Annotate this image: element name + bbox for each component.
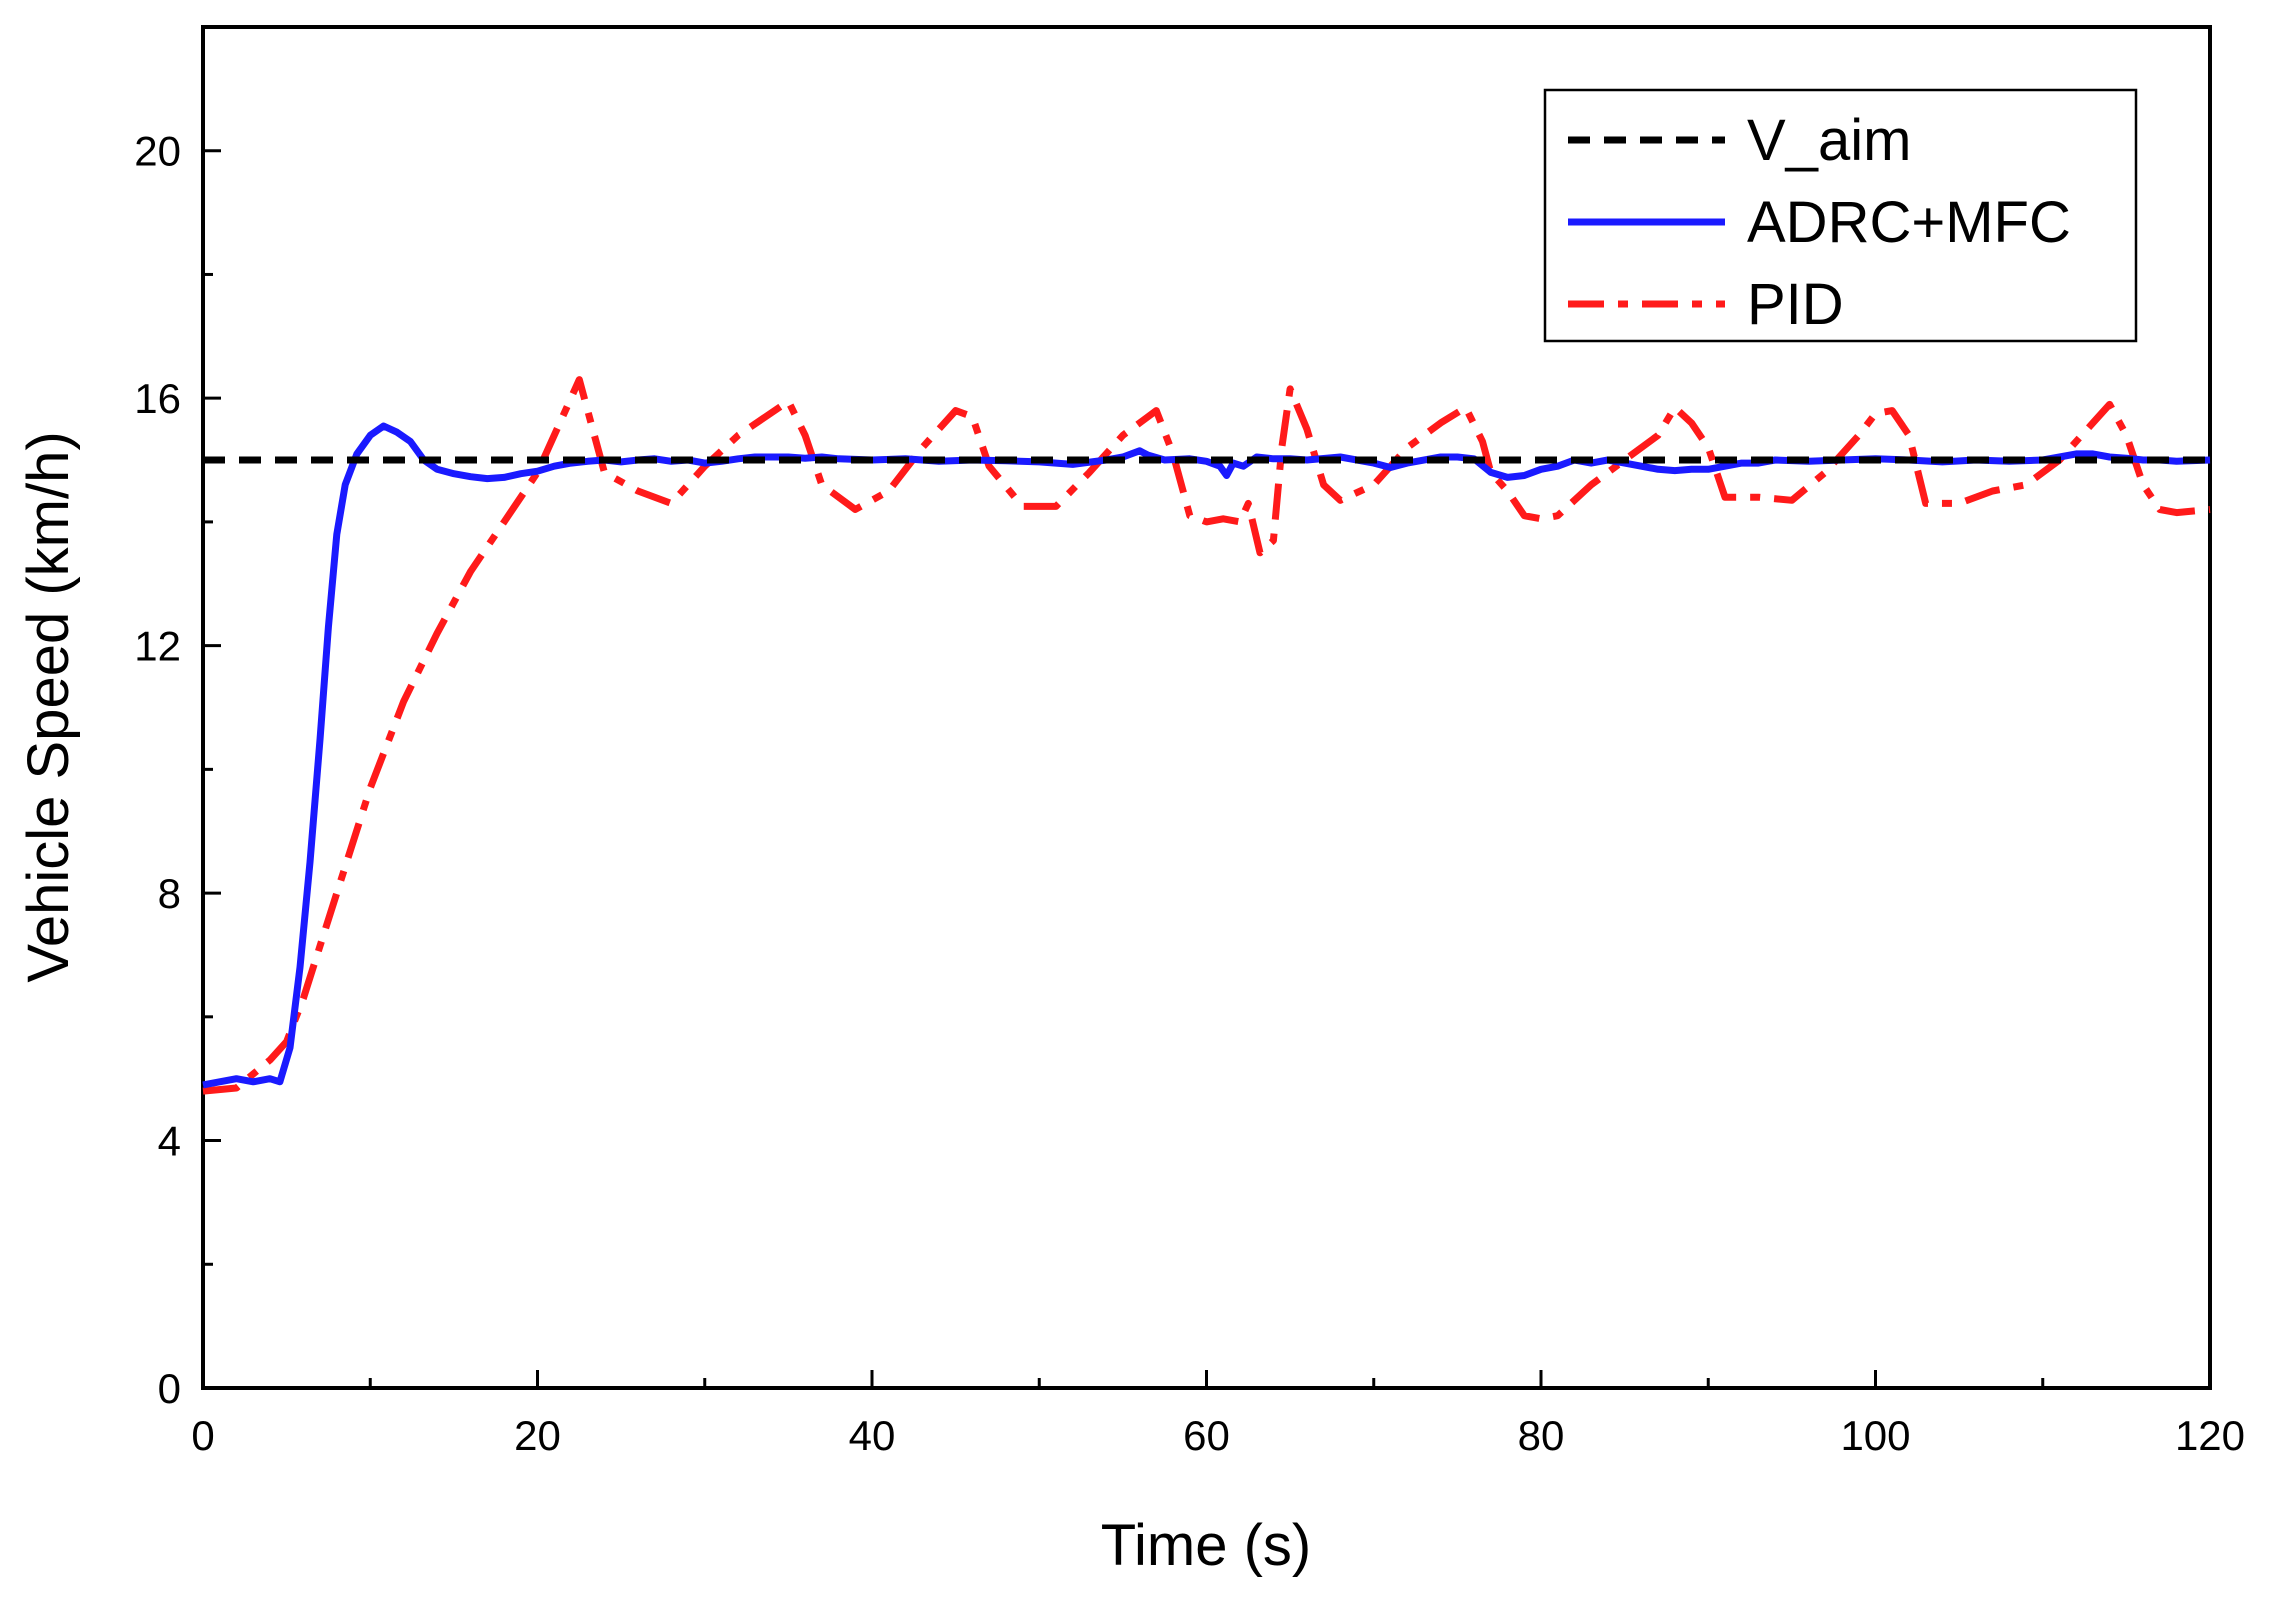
y-axis-ticks xyxy=(203,149,221,1390)
y-tick-label: 4 xyxy=(158,1118,181,1165)
legend-label-adrc-mfc: ADRC+MFC xyxy=(1747,190,2071,255)
legend-label-pid: PID xyxy=(1747,272,1844,337)
x-tick-label: 60 xyxy=(1183,1412,1230,1459)
series-layer xyxy=(202,376,2211,1095)
y-tick-label: 8 xyxy=(158,870,181,917)
x-tick-label: 20 xyxy=(514,1412,561,1459)
x-tick-label: 80 xyxy=(1518,1412,1565,1459)
series-line-pid xyxy=(202,376,2211,1095)
legend: V_aim ADRC+MFC PID xyxy=(1543,88,2138,343)
y-tick-label: 16 xyxy=(134,375,181,422)
x-tick-label: 0 xyxy=(191,1412,214,1459)
x-axis-ticks xyxy=(201,1370,2212,1388)
y-axis-tick-labels: 0 4 8 12 16 20 xyxy=(134,128,181,1412)
y-tick-label: 20 xyxy=(134,128,181,175)
x-tick-label: 40 xyxy=(849,1412,896,1459)
x-axis-tick-labels: 0 20 40 60 80 100 120 xyxy=(191,1412,2245,1459)
legend-label-v-aim: V_aim xyxy=(1747,108,1911,173)
legend-box xyxy=(1543,88,2138,343)
y-tick-label: 12 xyxy=(134,623,181,670)
y-axis-title: Vehicle Speed (km/h) xyxy=(16,431,81,982)
x-tick-label: 100 xyxy=(1840,1412,1910,1459)
x-axis-title: Time (s) xyxy=(1101,1513,1311,1578)
x-tick-label: 120 xyxy=(2175,1412,2245,1459)
y-tick-label: 0 xyxy=(158,1365,181,1412)
